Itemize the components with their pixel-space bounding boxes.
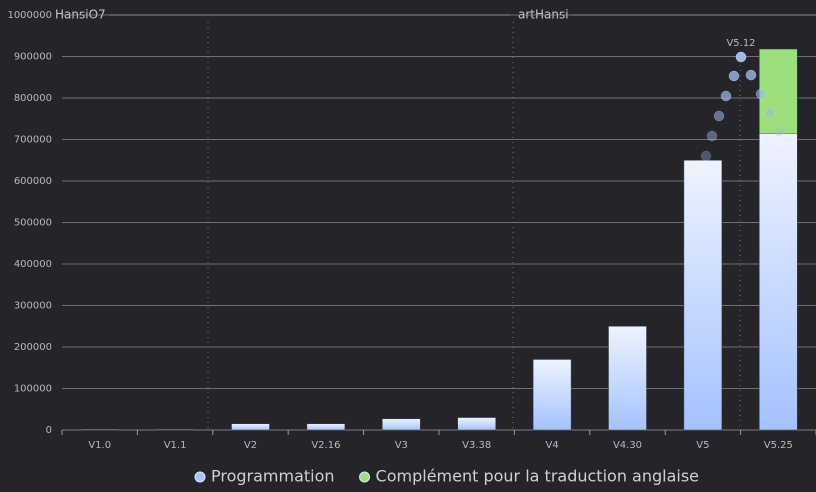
bar-segment <box>231 423 270 431</box>
decoration-dot <box>764 107 776 119</box>
y-tick-label: 1000000 <box>7 10 52 21</box>
decoration-dot <box>745 69 757 81</box>
decoration-dot <box>706 130 718 142</box>
decoration-dot <box>773 125 785 137</box>
y-tick-label: 600000 <box>14 176 52 187</box>
y-tick-label: 0 <box>46 425 52 436</box>
decoration-dot <box>755 88 767 100</box>
annotation: V5.12 <box>726 38 755 49</box>
y-tick-label: 300000 <box>14 301 52 312</box>
decoration-dot <box>700 150 712 162</box>
x-tick-label: V5 <box>696 440 709 451</box>
bar-segment <box>608 326 647 431</box>
y-tick-label: 700000 <box>14 135 52 146</box>
y-tick-label: 900000 <box>14 52 52 63</box>
x-tick-label: V5.25 <box>764 440 793 451</box>
decoration-dot <box>720 90 732 102</box>
y-tick-label: 800000 <box>14 93 52 104</box>
legend-label: Complément pour la traduction anglaise <box>376 467 699 486</box>
y-tick-label: 200000 <box>14 342 52 353</box>
section-label: HansiO7 <box>55 8 106 22</box>
x-tick-label: V1.1 <box>164 440 187 451</box>
x-tick-label: V4.30 <box>613 440 642 451</box>
x-tick-label: V2 <box>244 440 257 451</box>
legend-label: Programmation <box>211 467 335 486</box>
y-tick-label: 400000 <box>14 259 52 270</box>
bar-segment <box>80 428 119 431</box>
bar-segment <box>306 423 346 431</box>
x-tick-label: V2.16 <box>311 440 340 451</box>
legend-marker <box>359 471 371 483</box>
decoration-dot <box>728 70 740 82</box>
y-tick-label: 100000 <box>14 384 52 395</box>
decoration-dot <box>713 110 725 122</box>
x-tick-label: V4 <box>545 440 558 451</box>
plot: 0 100000 200000 300000 400000 500000 600000 700… <box>7 10 816 486</box>
x-tick-label: V3.38 <box>462 440 491 451</box>
section-label: artHansi <box>518 8 569 22</box>
decoration-dot <box>735 51 747 63</box>
bar-segment <box>382 418 421 431</box>
bar-segment <box>457 417 496 431</box>
decoration <box>700 51 785 162</box>
bar-segment <box>155 428 195 431</box>
x-tick-label: V3 <box>395 440 408 451</box>
x-tick-label: V1.0 <box>88 440 111 451</box>
bar-segment <box>759 133 798 431</box>
bar-segment <box>759 48 798 134</box>
bar-segment <box>532 359 572 431</box>
bar-segment <box>683 160 723 431</box>
y-tick-label: 500000 <box>14 218 52 229</box>
legend-marker <box>194 471 206 483</box>
